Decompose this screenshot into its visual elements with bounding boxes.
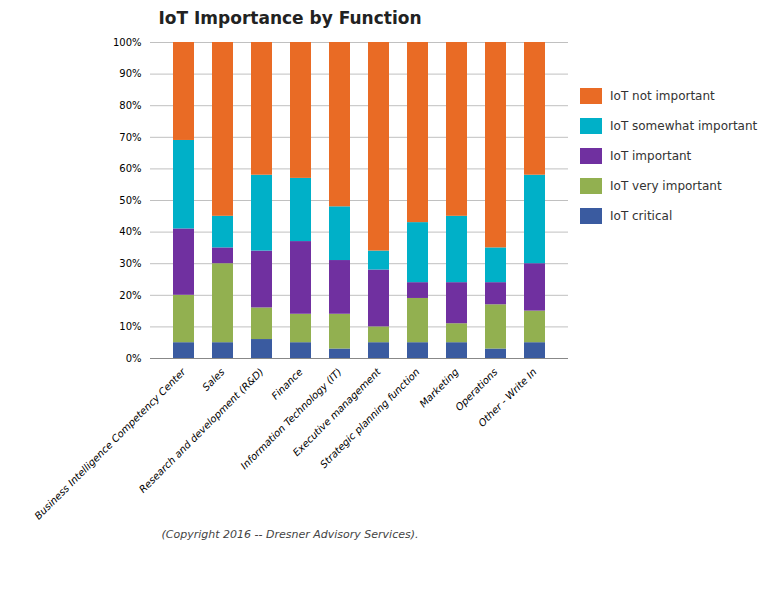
html-text:(Copyright 2016 -- Dresner Adv: (Copyright 2016 -- Dresner Advisory Serv… [161,528,419,541]
html-text:IoT Importance by Function: IoT Importance by Function [158,8,422,28]
html-text:IoT very important: IoT very important [610,179,722,193]
svg-text:0%: 0% [126,353,142,364]
html-text:IoT somewhat important: IoT somewhat important [610,119,758,133]
html-text:IoT important: IoT important [610,149,692,163]
html-text:IoT not important: IoT not important [610,89,715,103]
svg-text:Business Intelligence Competen: Business Intelligence Competency Center [32,366,188,522]
html-text:IoT critical: IoT critical [610,209,673,223]
svg-text:30%: 30% [119,258,141,269]
svg-text:Sales: Sales [200,366,227,393]
svg-text:Research and development (R&D): Research and development (R&D) [137,366,266,495]
svg-text:90%: 90% [119,68,141,79]
svg-text:Finance: Finance [269,366,304,401]
svg-text:50%: 50% [119,195,141,206]
svg-text:Executive management: Executive management [290,366,383,459]
svg-text:10%: 10% [119,321,141,332]
svg-text:Information Technology (IT): Information Technology (IT) [238,366,344,472]
svg-text:60%: 60% [119,163,141,174]
svg-text:80%: 80% [119,100,141,111]
svg-text:100%: 100% [113,37,142,48]
svg-text:Other - Write In: Other - Write In [476,366,539,429]
svg-text:Strategic planning function: Strategic planning function [318,366,422,470]
svg-text:70%: 70% [119,132,141,143]
svg-text:20%: 20% [119,290,141,301]
svg-text:Operations: Operations [453,366,500,413]
svg-text:40%: 40% [119,226,141,237]
svg-text:Marketing: Marketing [417,366,461,410]
